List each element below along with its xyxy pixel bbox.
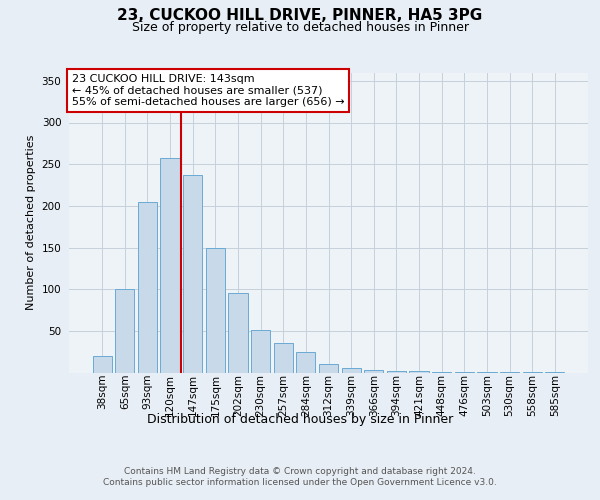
Bar xyxy=(251,330,270,372)
Text: Size of property relative to detached houses in Pinner: Size of property relative to detached ho… xyxy=(131,21,469,34)
Text: 23 CUCKOO HILL DRIVE: 143sqm
← 45% of detached houses are smaller (537)
55% of s: 23 CUCKOO HILL DRIVE: 143sqm ← 45% of de… xyxy=(71,74,344,107)
Bar xyxy=(206,248,225,372)
Bar xyxy=(364,370,383,372)
Bar xyxy=(229,292,248,372)
Bar xyxy=(92,356,112,372)
Bar xyxy=(387,371,406,372)
Bar xyxy=(274,344,293,372)
Text: 23, CUCKOO HILL DRIVE, PINNER, HA5 3PG: 23, CUCKOO HILL DRIVE, PINNER, HA5 3PG xyxy=(118,8,482,22)
Text: Distribution of detached houses by size in Pinner: Distribution of detached houses by size … xyxy=(147,412,453,426)
Bar xyxy=(341,368,361,372)
Bar xyxy=(319,364,338,372)
Text: Contains HM Land Registry data © Crown copyright and database right 2024.
Contai: Contains HM Land Registry data © Crown c… xyxy=(103,468,497,487)
Bar xyxy=(138,202,157,372)
Bar xyxy=(296,352,316,372)
Bar xyxy=(160,158,180,372)
Bar xyxy=(115,289,134,372)
Y-axis label: Number of detached properties: Number of detached properties xyxy=(26,135,36,310)
Bar xyxy=(183,175,202,372)
Bar xyxy=(409,371,428,372)
